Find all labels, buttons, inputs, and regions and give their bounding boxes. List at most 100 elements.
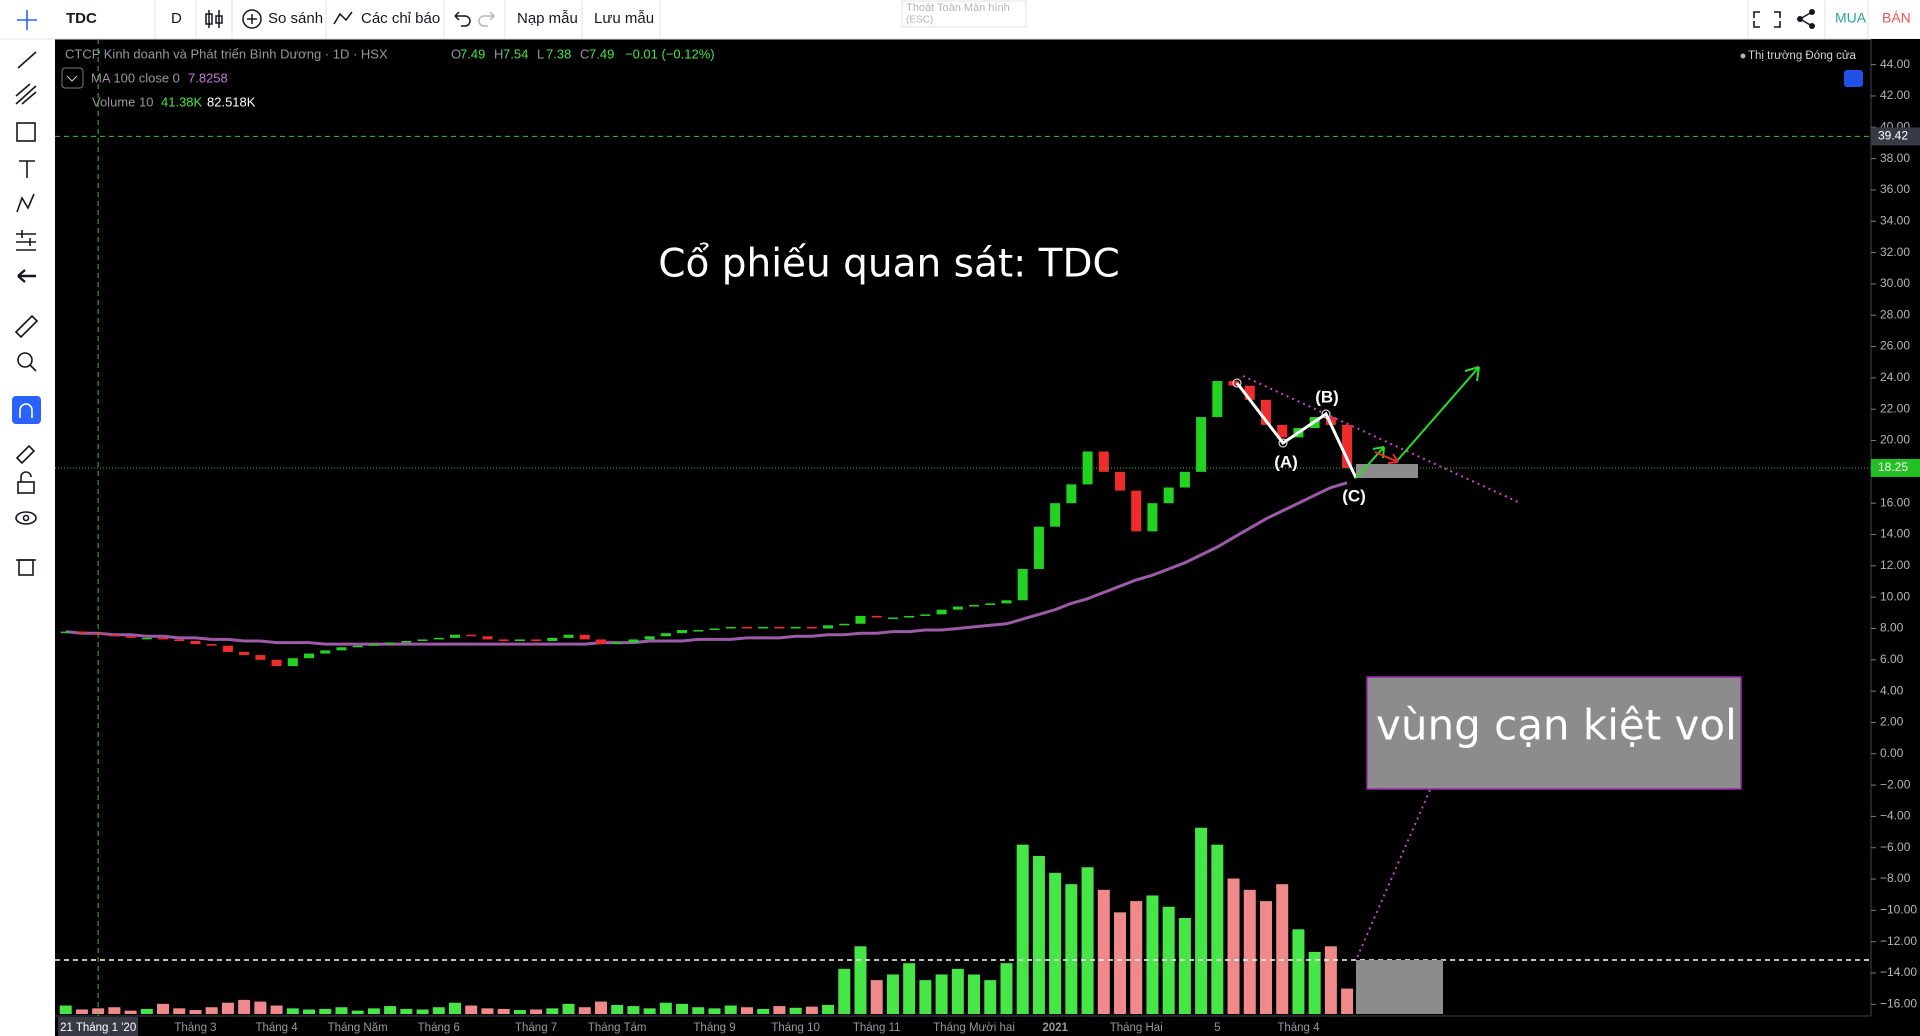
exit-fullscreen[interactable]: Thoát Toàn Màn hình bbox=[906, 2, 1010, 14]
volume-bar bbox=[740, 1007, 753, 1014]
volume-bar bbox=[1324, 946, 1337, 1014]
ohlc-value: 7.49 bbox=[589, 46, 614, 61]
candle bbox=[174, 639, 185, 641]
candle bbox=[790, 626, 801, 629]
indicators-button[interactable]: Các chỉ báo bbox=[361, 10, 440, 27]
y-tick-label: 30.00 bbox=[1880, 276, 1910, 290]
exit-key: (ESC) bbox=[906, 15, 933, 26]
crosshair-tool[interactable] bbox=[17, 10, 37, 30]
candle bbox=[660, 633, 671, 637]
y-tick-label: 34.00 bbox=[1880, 213, 1910, 227]
volume-bar bbox=[75, 1009, 88, 1014]
annotations: (A) (B) (C) vùng cạn kiệt vol Cổ phiếu q… bbox=[55, 242, 1871, 1014]
candle bbox=[320, 650, 331, 654]
volume-bar bbox=[968, 974, 981, 1014]
x-tick-label: Tháng Năm bbox=[328, 1022, 388, 1034]
candle bbox=[1098, 451, 1109, 472]
y-tick-label: −6.00 bbox=[1880, 840, 1911, 854]
y-tick-label: 2.00 bbox=[1880, 715, 1904, 729]
candle bbox=[920, 614, 931, 616]
candle bbox=[952, 606, 963, 610]
volume-bar bbox=[692, 1007, 705, 1014]
buy-button[interactable]: MUA bbox=[1835, 10, 1867, 26]
volume-bar bbox=[708, 1008, 721, 1014]
candle bbox=[287, 658, 298, 667]
candle bbox=[1147, 503, 1158, 532]
symbol[interactable]: TDC bbox=[66, 10, 97, 27]
compare-button[interactable]: So sánh bbox=[268, 10, 323, 27]
ruler-tool[interactable] bbox=[14, 314, 39, 339]
compare-icon[interactable] bbox=[242, 9, 262, 29]
y-tick-label: 36.00 bbox=[1880, 182, 1910, 196]
load-template[interactable]: Nạp mẫu bbox=[517, 10, 578, 27]
undo-icon[interactable] bbox=[454, 11, 471, 27]
x-tick-label: Tháng 6 bbox=[418, 1022, 460, 1034]
back-tool[interactable] bbox=[17, 269, 36, 283]
candle bbox=[1163, 487, 1174, 504]
save-template[interactable]: Lưu mẫu bbox=[594, 10, 654, 27]
volume-bar bbox=[335, 1007, 348, 1014]
ohlc-change: −0.01 (−0.12%) bbox=[625, 46, 715, 61]
legend: CTCP Kinh doanh và Phát triển Bình Dương… bbox=[61, 46, 1863, 109]
candle bbox=[985, 603, 996, 605]
ma-label: MA 100 close 0 bbox=[91, 70, 180, 85]
candle bbox=[449, 634, 460, 638]
volume-bar bbox=[124, 1010, 137, 1014]
volume-bar bbox=[822, 1004, 835, 1014]
prediction-tool[interactable] bbox=[16, 230, 36, 251]
volume-bar bbox=[108, 1007, 121, 1014]
sell-button[interactable]: BÁN bbox=[1882, 10, 1911, 26]
exit-fullscreen-box[interactable] bbox=[901, 0, 1027, 28]
ohlc-key: O bbox=[451, 46, 461, 61]
down-arrow bbox=[1374, 451, 1399, 464]
volume-bar bbox=[432, 1007, 445, 1014]
y-tick-label: 0.00 bbox=[1880, 746, 1904, 760]
zoom-tool[interactable] bbox=[17, 352, 37, 372]
y-tick-label: 14.00 bbox=[1880, 527, 1910, 541]
x-tick-label: Tháng 7 bbox=[515, 1022, 557, 1034]
pattern-tool[interactable] bbox=[16, 193, 35, 213]
y-tick-label: −12.00 bbox=[1880, 934, 1917, 948]
candle bbox=[579, 634, 590, 640]
text-tool[interactable] bbox=[19, 160, 35, 178]
volume-bar bbox=[773, 1006, 786, 1014]
y-tick-label: 32.00 bbox=[1880, 245, 1910, 259]
hide-tool[interactable] bbox=[15, 511, 37, 525]
shape-tool[interactable] bbox=[16, 122, 36, 142]
delete-tool[interactable] bbox=[16, 559, 36, 576]
volume-bar bbox=[870, 980, 883, 1014]
fib-tool[interactable] bbox=[15, 83, 37, 105]
candle bbox=[76, 631, 87, 634]
indicators-icon[interactable] bbox=[333, 11, 353, 25]
volume-bar bbox=[1308, 951, 1321, 1014]
candle bbox=[190, 640, 201, 645]
candle bbox=[531, 639, 542, 641]
left-tools bbox=[12, 10, 41, 576]
trend-line-tool[interactable] bbox=[17, 51, 37, 69]
candle bbox=[1017, 568, 1028, 601]
y-tick-label: −4.00 bbox=[1880, 809, 1911, 823]
candle bbox=[887, 617, 898, 620]
candle bbox=[352, 645, 363, 648]
interval[interactable]: D bbox=[171, 10, 182, 27]
candle bbox=[693, 630, 704, 632]
volume-bar bbox=[1032, 855, 1045, 1014]
magnet-tool[interactable] bbox=[12, 396, 41, 424]
ohlc-value: 7.54 bbox=[503, 46, 528, 61]
share-icon[interactable] bbox=[1797, 9, 1815, 29]
candle-type-icon[interactable] bbox=[205, 10, 223, 28]
volume-bar bbox=[1276, 884, 1289, 1014]
redo-icon[interactable] bbox=[478, 11, 495, 27]
candle bbox=[141, 637, 152, 640]
candle bbox=[401, 640, 412, 643]
fullscreen-icon[interactable] bbox=[1753, 11, 1781, 28]
candle bbox=[433, 637, 444, 640]
object-tree-button[interactable] bbox=[1844, 70, 1863, 87]
lock-tool[interactable] bbox=[17, 471, 35, 494]
volume-bar bbox=[854, 946, 867, 1014]
volume-bar bbox=[562, 1003, 575, 1014]
stay-drawing-tool[interactable] bbox=[15, 444, 36, 465]
collapse-legend[interactable] bbox=[61, 67, 84, 89]
